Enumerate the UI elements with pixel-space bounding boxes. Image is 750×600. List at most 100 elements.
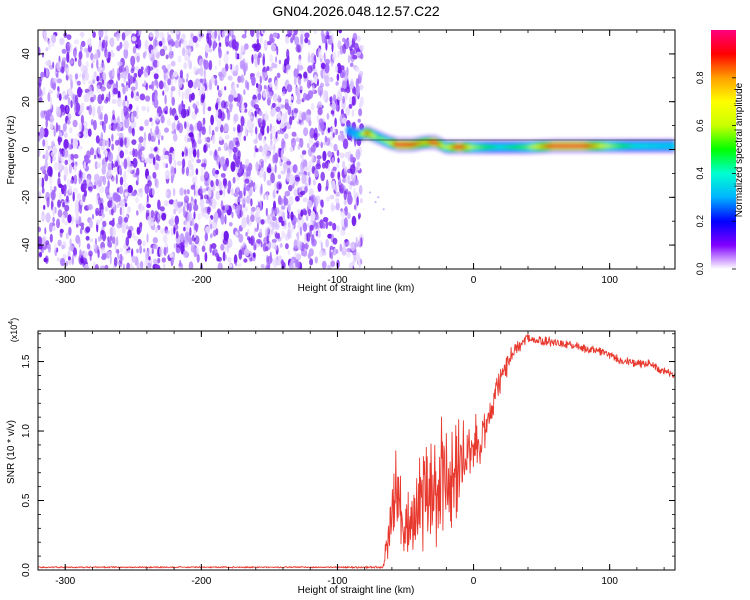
noise-blob <box>218 181 223 191</box>
y-tick-label: 1.0 <box>21 424 32 438</box>
noise-blob <box>50 97 53 109</box>
noise-blob <box>338 68 342 74</box>
noise-blob <box>163 263 166 269</box>
noise-blob <box>220 243 225 251</box>
noise-blob <box>303 127 309 137</box>
noise-blob <box>294 259 301 269</box>
noise-blob <box>359 44 365 51</box>
noise-blob <box>260 264 265 269</box>
noise-blob <box>211 198 217 210</box>
x-tick-label: -100 <box>327 275 347 286</box>
noise-blob <box>199 66 204 77</box>
noise-blob <box>124 137 127 146</box>
noise-blob <box>232 176 236 184</box>
noise-blob <box>72 119 78 128</box>
noise-blob <box>44 114 50 121</box>
noise-blob <box>231 211 234 219</box>
noise-blob <box>250 236 254 246</box>
noise-blob <box>211 134 216 145</box>
noise-blob <box>118 132 124 138</box>
noise-blob <box>201 126 206 135</box>
noise-blob <box>86 93 90 103</box>
noise-blob <box>175 230 179 239</box>
noise-blob <box>237 75 242 83</box>
noise-blob <box>291 131 297 137</box>
noise-blob <box>127 184 133 194</box>
noise-blob <box>67 97 71 106</box>
noise-blob <box>212 229 217 237</box>
noise-blob <box>159 155 165 161</box>
noise-blob <box>216 85 220 91</box>
noise-blob <box>117 97 122 108</box>
noise-blob <box>115 248 120 254</box>
noise-blob <box>41 187 45 194</box>
noise-blob <box>149 186 152 196</box>
noise-blob <box>303 166 309 172</box>
noise-blob <box>172 71 178 78</box>
noise-blob <box>159 206 165 212</box>
noise-blob <box>289 264 295 269</box>
noise-blob <box>278 197 284 206</box>
noise-blob <box>76 132 81 137</box>
noise-blob <box>274 79 279 91</box>
noise-blob <box>296 232 299 238</box>
noise-blob <box>121 108 124 120</box>
noise-blob <box>158 40 163 47</box>
noise-blob <box>141 105 147 111</box>
noise-blob <box>131 36 137 42</box>
noise-blob <box>308 188 314 197</box>
noise-blob <box>224 134 230 140</box>
noise-blob <box>181 108 187 119</box>
noise-blob <box>190 242 195 253</box>
noise-blob <box>355 149 361 160</box>
noise-blob <box>150 128 153 134</box>
noise-blob <box>355 178 359 186</box>
noise-blob <box>145 82 149 91</box>
noise-blob <box>69 238 72 247</box>
noise-blob <box>221 100 226 109</box>
noise-blob <box>188 150 193 160</box>
noise-blob <box>313 169 319 178</box>
noise-blob <box>124 30 130 37</box>
noise-blob <box>286 84 293 93</box>
noise-blob <box>345 252 351 258</box>
noise-blob <box>262 53 265 62</box>
noise-blob <box>305 215 309 222</box>
noise-blob <box>206 136 211 143</box>
noise-blob <box>123 40 129 50</box>
noise-blob <box>88 250 93 257</box>
noise-blob <box>303 232 307 244</box>
noise-blob <box>151 120 154 127</box>
noise-blob <box>268 66 273 72</box>
noise-blob <box>196 68 201 75</box>
noise-blob <box>342 160 346 170</box>
noise-blob <box>218 59 221 67</box>
noise-blob <box>319 90 322 98</box>
noise-blob <box>168 199 174 205</box>
noise-blob <box>139 245 143 254</box>
noise-blob <box>354 66 360 72</box>
noise-blob <box>274 207 280 215</box>
noise-blob <box>186 72 189 79</box>
noise-blob <box>255 43 260 53</box>
x-tick-label: 0 <box>471 275 477 286</box>
noise-blob <box>50 114 54 123</box>
noise-blob <box>112 192 118 202</box>
noise-blob <box>300 209 304 217</box>
noise-blob <box>166 246 169 254</box>
noise-blob <box>84 263 89 269</box>
noise-blob <box>74 57 77 62</box>
noise-blob <box>73 247 77 257</box>
noise-blob <box>335 201 340 211</box>
noise-blob <box>52 77 58 84</box>
noise-blob <box>214 114 218 122</box>
noise-blob <box>237 197 242 203</box>
noise-blob <box>353 87 357 96</box>
noise-blob <box>179 187 184 196</box>
noise-blob <box>53 186 57 192</box>
noise-blob <box>73 39 80 45</box>
noise-blob <box>262 92 268 98</box>
noise-blob <box>215 190 221 200</box>
noise-blob <box>38 190 42 200</box>
noise-blob <box>243 181 247 193</box>
